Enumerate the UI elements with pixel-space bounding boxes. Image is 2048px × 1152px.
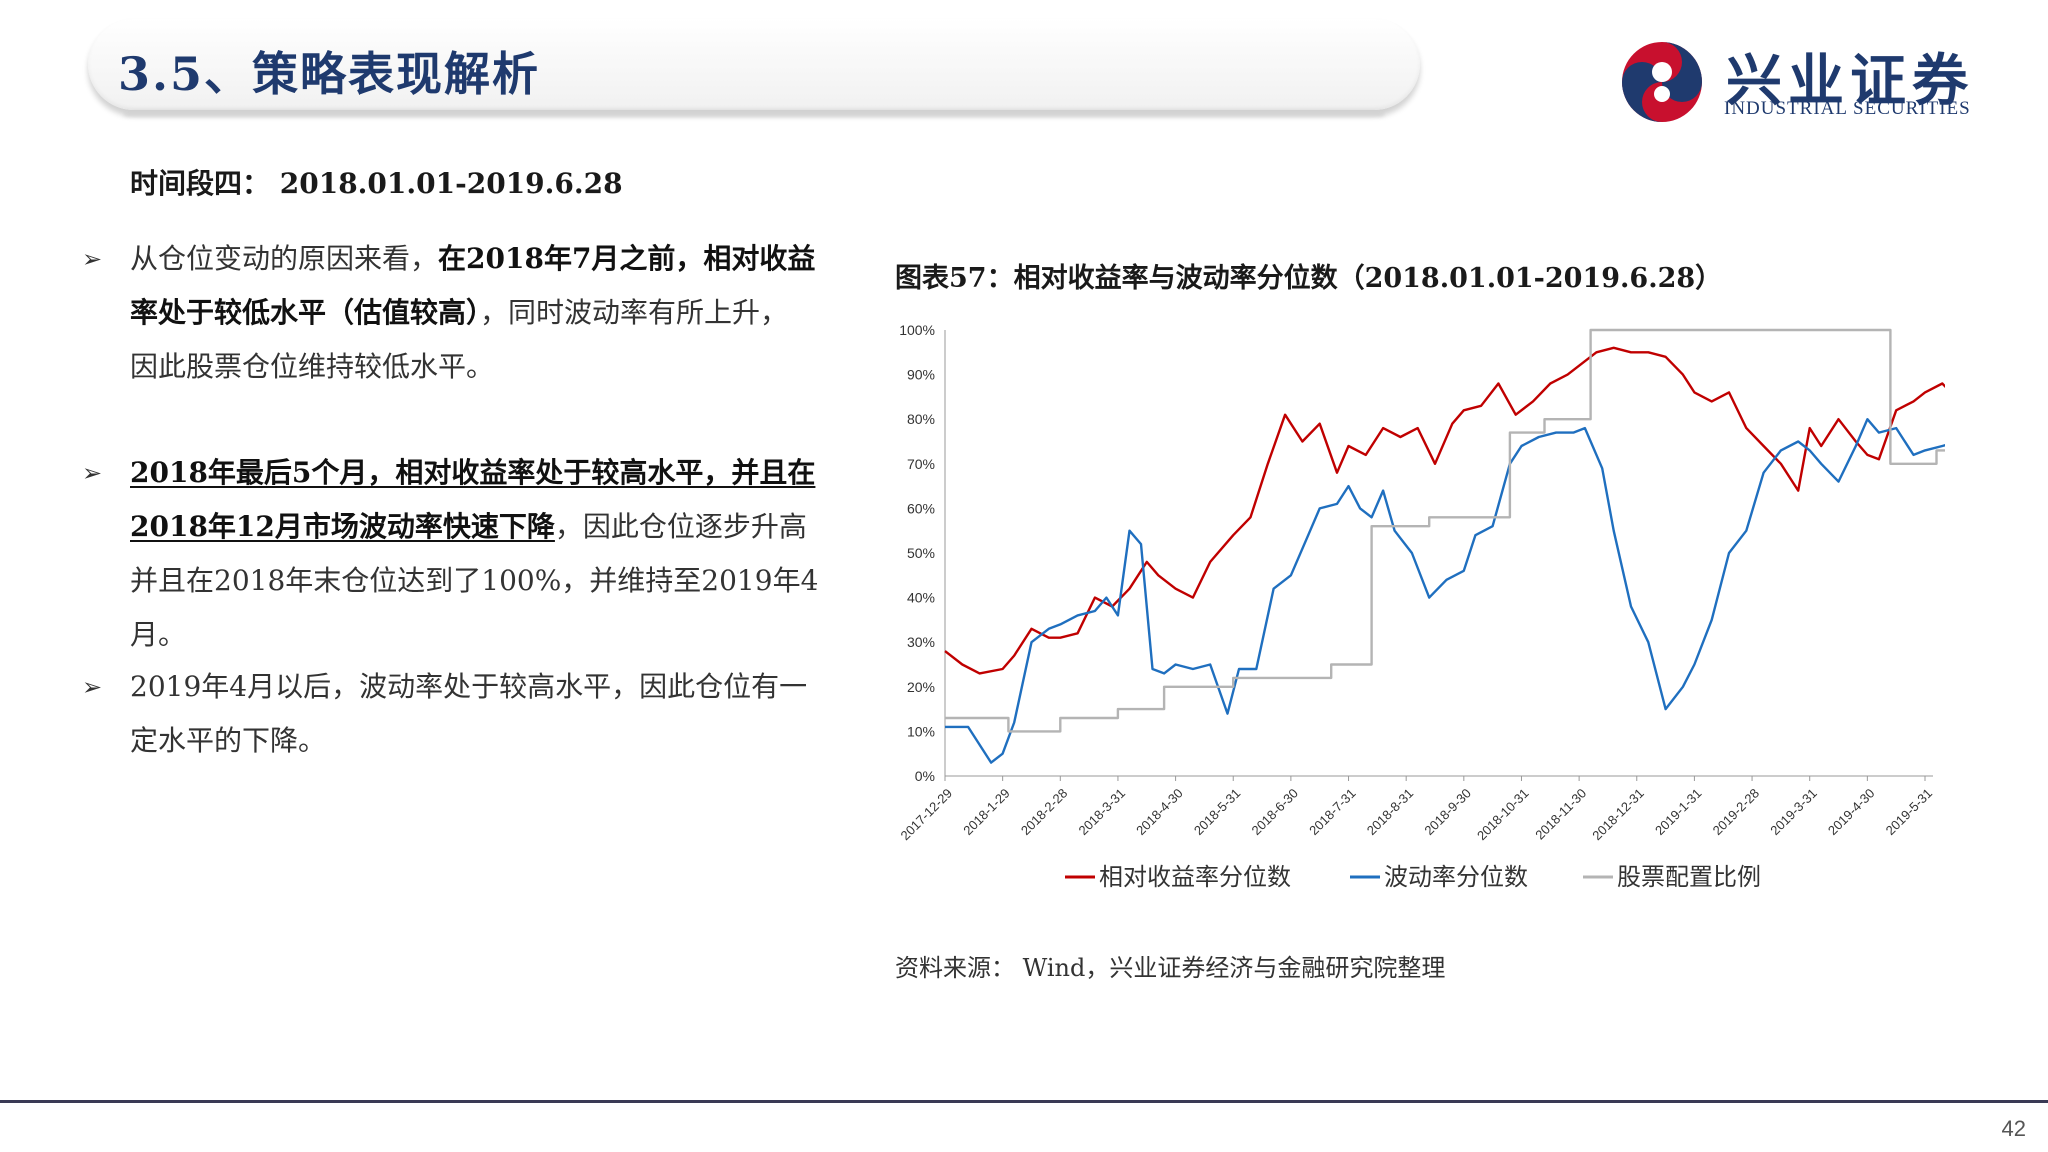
y-tick-label: 20% [907, 679, 935, 695]
logo-chinese-name: 兴业证券 [1726, 48, 1974, 114]
x-tick-label: 2017-12-29 [897, 786, 955, 844]
x-tick-label: 2019-1-31 [1652, 786, 1705, 839]
y-tick-label: 60% [907, 500, 935, 516]
source-note: 资料来源： Wind，兴业证券经济与金融研究院整理 [895, 954, 1446, 982]
x-tick-label: 2018-3-31 [1076, 786, 1129, 839]
legend-label: 波动率分位数 [1384, 863, 1528, 891]
chart-title: 图表57：相对收益率与波动率分位数（2018.01.01-2019.6.28） [895, 263, 1723, 294]
legend-label: 股票配置比例 [1617, 863, 1761, 891]
footer-divider [0, 1100, 2048, 1103]
x-tick-label: 2018-11-30 [1532, 786, 1589, 843]
page-number: 42 [2001, 1116, 2026, 1141]
x-tick-label: 2018-10-31 [1474, 786, 1532, 844]
x-tick-label: 2019-2-28 [1710, 786, 1763, 839]
arrow-bullet-icon: ➢ [82, 673, 103, 701]
arrow-bullet-icon: ➢ [82, 459, 103, 487]
x-tick-label: 2019-5-31 [1883, 786, 1936, 839]
logo-emblem-icon [1622, 42, 1702, 122]
y-tick-label: 10% [907, 723, 935, 739]
x-tick-label: 2018-2-28 [1018, 786, 1071, 839]
line-chart: 0% 10% 20% 30% 40% 50% 60% 70% 80% 90% 100% 2017-12… [897, 322, 1945, 891]
x-tick-label: 2018-8-31 [1364, 786, 1417, 839]
y-tick-label: 50% [907, 545, 935, 561]
x-tick-label: 2018-6-30 [1248, 786, 1301, 839]
x-tick-label: 2018-5-31 [1191, 786, 1244, 839]
company-logo: 兴业证券 INDUSTRIAL SECURITIES [1616, 36, 2016, 126]
time-period: 时间段四： 2018.01.01-2019.6.28 [130, 167, 623, 200]
x-tick-label: 2019-3-31 [1767, 786, 1820, 839]
y-tick-label: 100% [899, 322, 935, 338]
y-tick-label: 0% [915, 768, 935, 784]
x-tick-label: 2018-7-31 [1306, 786, 1359, 839]
bullet-3: ➢ 2019年4月以后，波动率处于较高水平，因此仓位有一 定水平的下降。 [82, 660, 862, 768]
y-tick-label: 30% [907, 634, 935, 650]
y-tick-label: 80% [907, 411, 935, 427]
x-tick-label: 2018-9-30 [1421, 786, 1474, 839]
bullet-2: ➢ 2018年最后5个月，相对收益率处于较高水平，并且在 2018年12月市场波… [82, 446, 862, 662]
x-tick-label: 2018-1-29 [960, 786, 1013, 839]
page-title: 3.5、策略表现解析 [118, 47, 541, 101]
bullet-1: ➢ 从仓位变动的原因来看，在2018年7月之前，相对收益 率处于较低水平（估值较… [82, 232, 862, 394]
series-line-2 [945, 328, 1945, 733]
x-tick-label: 2018-4-30 [1133, 786, 1186, 839]
legend-label: 相对收益率分位数 [1099, 863, 1291, 891]
x-tick-label: 2019-4-30 [1825, 786, 1878, 839]
arrow-bullet-icon: ➢ [82, 245, 103, 273]
series-line-0 [944, 346, 1945, 675]
x-tick-label: 2018-12-31 [1589, 786, 1647, 844]
y-tick-label: 40% [907, 590, 935, 606]
logo-english-name: INDUSTRIAL SECURITIES [1724, 98, 1971, 119]
y-tick-label: 90% [907, 367, 935, 383]
title-bar [88, 18, 1420, 110]
series-line-1 [945, 417, 1945, 764]
y-tick-label: 70% [907, 456, 935, 472]
